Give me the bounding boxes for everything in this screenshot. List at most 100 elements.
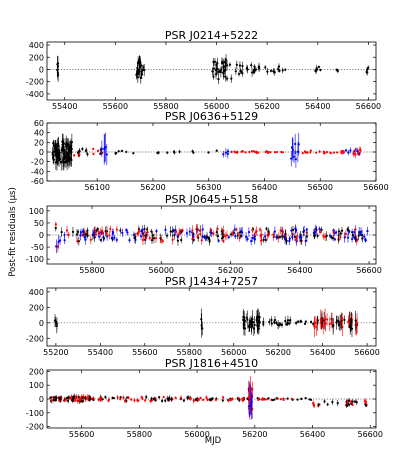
residual-point: [134, 235, 137, 238]
residual-point: [304, 396, 307, 400]
residual-point: [294, 227, 297, 230]
residual-point: [77, 240, 80, 243]
residual-point: [155, 230, 158, 233]
residual-point: [60, 160, 63, 164]
residual-point: [191, 237, 195, 240]
residual-point: [144, 236, 148, 240]
residual-point: [349, 325, 352, 328]
residual-point: [199, 229, 202, 232]
residual-point: [280, 323, 284, 327]
residual-point: [211, 70, 214, 73]
panel-5: PSR J1816+4510 55600 55800 56000 56200 56400 5…: [26, 357, 383, 439]
x-tick-label: 56600: [356, 266, 381, 275]
residual-point: [247, 387, 250, 390]
residual-point: [278, 235, 282, 239]
residual-point: [210, 231, 213, 235]
residual-point: [214, 73, 218, 76]
residual-point: [97, 149, 100, 152]
residual-point: [275, 321, 278, 325]
residual-point: [142, 234, 146, 237]
residual-point: [67, 399, 70, 402]
residual-point: [271, 398, 274, 402]
residual-point: [353, 400, 357, 403]
residual-point: [92, 233, 96, 237]
residual-point: [84, 233, 88, 236]
residual-point: [54, 223, 57, 226]
residual-point: [63, 233, 66, 237]
residual-point: [178, 150, 181, 153]
residual-point: [354, 228, 357, 231]
residual-point: [338, 324, 341, 327]
residual-point: [57, 74, 60, 77]
residual-point: [299, 320, 302, 323]
residual-point: [76, 240, 79, 243]
residual-point: [254, 68, 257, 71]
residual-point: [351, 234, 355, 237]
residual-point: [242, 318, 245, 321]
residual-point: [226, 152, 229, 156]
residual-point: [347, 151, 350, 154]
y-tick-label: -200: [26, 78, 44, 87]
residual-point: [267, 397, 270, 400]
residual-point: [351, 400, 354, 403]
residual-point: [336, 69, 339, 72]
y-tick-label: 50: [34, 219, 44, 228]
residual-point: [175, 230, 178, 233]
residual-point: [136, 232, 139, 235]
residual-point: [320, 228, 323, 231]
residual-point: [84, 238, 87, 241]
residual-point: [346, 236, 350, 239]
residual-point: [332, 151, 336, 154]
residual-point: [367, 66, 370, 69]
residual-point: [262, 238, 265, 241]
residual-point: [96, 227, 99, 231]
residual-point: [250, 64, 253, 67]
residual-point: [144, 399, 147, 402]
residual-point: [63, 239, 66, 242]
residual-point: [214, 398, 218, 402]
residual-point: [216, 227, 219, 231]
residual-point: [333, 238, 336, 241]
residual-point: [340, 150, 343, 153]
residual-point: [239, 234, 243, 238]
residual-point: [264, 238, 267, 242]
residual-point: [138, 68, 141, 71]
residual-point: [316, 319, 319, 322]
residual-point: [170, 398, 173, 401]
residual-point: [244, 235, 248, 238]
residual-point: [207, 151, 210, 154]
y-tick-label: -100: [26, 409, 44, 418]
residual-point: [251, 150, 254, 153]
residual-point: [132, 233, 135, 237]
residual-point: [148, 236, 151, 240]
residual-point: [169, 230, 172, 233]
residual-point: [350, 237, 354, 241]
residual-point: [67, 396, 71, 399]
residual-point: [154, 237, 158, 240]
residual-point: [309, 320, 313, 324]
residual-point: [262, 320, 265, 324]
residual-point: [319, 68, 322, 72]
residual-point: [277, 65, 281, 68]
residual-point: [250, 400, 253, 403]
residual-point: [337, 238, 340, 241]
residual-point: [248, 150, 251, 154]
y-tick-label: 0: [39, 148, 44, 157]
residual-point: [201, 398, 205, 401]
residual-point: [92, 397, 95, 400]
residual-point: [346, 228, 349, 231]
residual-point: [303, 322, 307, 325]
residual-point: [257, 397, 260, 400]
residual-point: [281, 151, 285, 154]
residual-point: [237, 72, 241, 76]
residual-point: [67, 152, 70, 155]
residual-point: [349, 318, 353, 321]
y-tick-label: -60: [31, 177, 44, 186]
residual-point: [217, 70, 220, 73]
residual-point: [217, 77, 220, 81]
residual-point: [241, 150, 244, 153]
residual-point: [110, 236, 113, 240]
residual-point: [359, 230, 363, 233]
residual-point: [173, 234, 176, 237]
